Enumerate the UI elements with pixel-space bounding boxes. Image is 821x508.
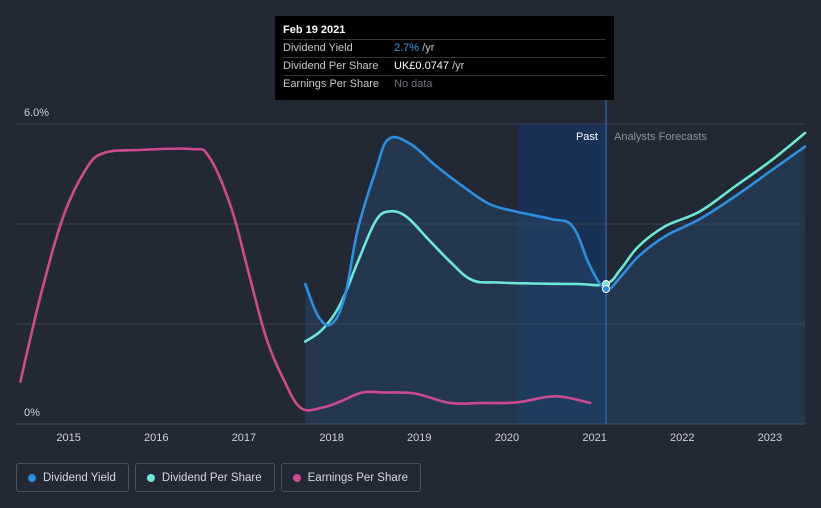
unit-label: /yr xyxy=(452,60,465,72)
x-tick-label: 2018 xyxy=(319,432,343,444)
unit-label: /yr xyxy=(422,42,435,54)
x-tick-label: 2019 xyxy=(407,432,431,444)
series-lines xyxy=(19,131,807,412)
tooltip-label: Dividend Yield xyxy=(283,42,353,54)
tooltip-value: 2.7% /yr xyxy=(394,40,434,57)
legend-dot-icon xyxy=(146,473,155,482)
hover-tooltip: Feb 19 2021 Dividend Yield 2.7% /yr Divi… xyxy=(275,16,614,100)
legend-label: Dividend Yield xyxy=(43,471,116,484)
x-axis-labels: 2015 2016 2017 2018 2019 2020 2021 2022 2023 xyxy=(56,432,782,444)
legend-label: Dividend Per Share xyxy=(161,471,262,484)
past-period-band xyxy=(518,124,606,424)
y-axis-labels: 6.0% 0% xyxy=(24,107,49,419)
x-tick-label: 2017 xyxy=(232,432,256,444)
tooltip-value: UK£0.0747 /yr xyxy=(394,58,464,75)
legend-dot-icon xyxy=(292,473,301,482)
hover-markers xyxy=(601,280,610,293)
tooltip-row-dividend-yield: Dividend Yield 2.7% /yr xyxy=(283,39,606,57)
x-tick-label: 2020 xyxy=(495,432,519,444)
x-tick-label: 2022 xyxy=(670,432,694,444)
y-tick-label: 0% xyxy=(24,407,40,419)
legend-item-earnings-per-share[interactable]: Earnings Per Share xyxy=(280,463,421,492)
tooltip-row-dividend-per-share: Dividend Per Share UK£0.0747 /yr xyxy=(283,57,606,75)
tooltip-row-earnings-per-share: Earnings Per Share No data xyxy=(283,75,606,93)
tooltip-label: Dividend Per Share xyxy=(283,60,379,72)
x-tick-label: 2015 xyxy=(56,432,80,444)
dividend-yield-area xyxy=(305,136,805,424)
analysts-forecasts-label: Analysts Forecasts xyxy=(614,131,707,143)
dividend-yield-marker xyxy=(601,285,610,293)
tooltip-date: Feb 19 2021 xyxy=(283,24,346,36)
legend-label: Earnings Per Share xyxy=(307,471,408,484)
legend-dot-icon xyxy=(28,473,36,482)
legend-item-dividend-per-share[interactable]: Dividend Per Share xyxy=(134,463,275,492)
dividend-yield-line xyxy=(304,135,807,327)
dividend-yield-value: 2.7% xyxy=(394,42,420,54)
dividend-per-share-value: UK£0.0747 xyxy=(394,60,450,72)
grid-lines xyxy=(16,123,805,425)
x-tick-label: 2023 xyxy=(758,432,782,444)
earnings-per-share-value: No data xyxy=(394,78,433,90)
past-label: Past xyxy=(576,131,598,143)
x-tick-label: 2016 xyxy=(144,432,168,444)
legend-item-dividend-yield[interactable]: Dividend Yield xyxy=(16,463,129,492)
chart-legend: Dividend Yield Dividend Per Share Earnin… xyxy=(16,463,421,492)
earnings-per-share-line xyxy=(19,147,592,412)
x-tick-label: 2021 xyxy=(582,432,606,444)
y-tick-label: 6.0% xyxy=(24,107,49,119)
tooltip-label: Earnings Per Share xyxy=(283,78,379,90)
dividend-per-share-line xyxy=(304,131,807,343)
